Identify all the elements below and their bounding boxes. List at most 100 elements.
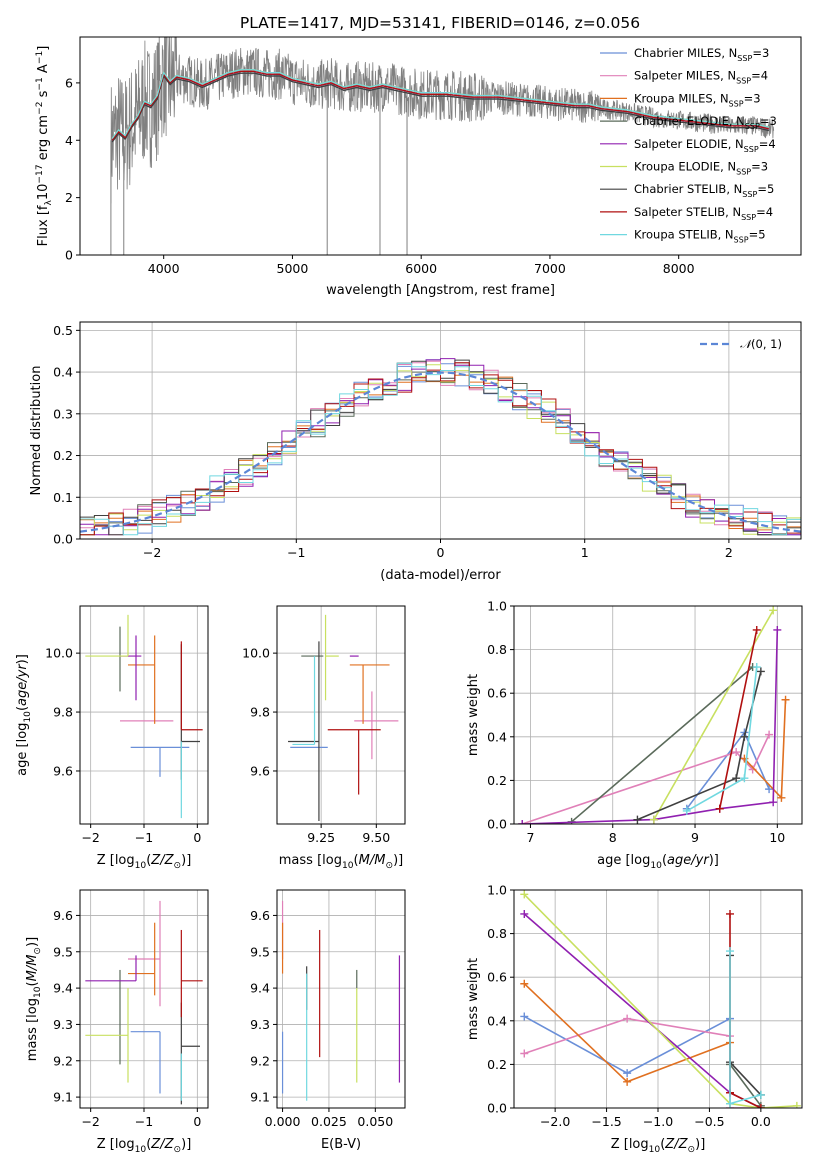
weight_vs_Z-xtick-label: −1.5 <box>591 1114 621 1129</box>
weight-point-marker <box>773 625 782 634</box>
age_vs_Z-xtick-label: 0 <box>193 830 201 845</box>
weight-point-marker <box>520 909 529 918</box>
weight_vs_age-ytick-label: 0.0 <box>487 817 507 832</box>
residual_hist-xtick-label: 2 <box>725 545 733 560</box>
weight_vs_Z-ylabel: mass weight <box>466 958 481 1040</box>
age_vs_mass-frame <box>276 605 406 825</box>
residual_hist-ytick-label: 0.3 <box>53 406 73 421</box>
weight_vs_Z-ytick-label: 0.0 <box>487 1101 507 1116</box>
weight-point-marker <box>740 732 749 741</box>
hist-ylabel: Normed distribution <box>29 366 44 496</box>
residual_hist-xtick-label: −2 <box>143 545 161 560</box>
spectrum-xtick-label: 8000 <box>663 261 695 276</box>
mass_vs_Z-ytick-label: 9.3 <box>53 1017 73 1032</box>
mass_vs_Z-ylabel: mass [log10(M/M⊙)] <box>25 937 43 1061</box>
hist-frame <box>79 321 802 540</box>
weight-point-marker <box>623 1069 632 1078</box>
age_vs_Z-frame <box>79 605 209 825</box>
weight_vs_age-xlabel: age [log10(age/yr)] <box>597 853 719 871</box>
weight-series-line <box>522 629 779 824</box>
weight_vs_Z-ytick-label: 1.0 <box>487 883 507 898</box>
weight-point-marker <box>752 663 761 672</box>
weight_vs_age-xtick-label: 9 <box>691 830 699 845</box>
weight-point-marker <box>765 730 774 739</box>
weight_vs_Z-xtick-label: −2.0 <box>540 1114 570 1129</box>
weight-point-marker <box>777 793 786 802</box>
spectrum-axes: 4000 5000 6000 7000 8000 0 2 4 6 <box>65 75 695 276</box>
spectrum-xlabel: wavelength [Angstrom, rest frame] <box>326 283 555 298</box>
mass_vs_Z-xlabel: Z [log10(Z/Z⊙)] <box>97 1137 192 1155</box>
weight_vs_age-xtick-label: 10 <box>769 830 785 845</box>
age_vs_mass-ytick-label: 9.8 <box>250 705 270 720</box>
weight_vs_Z-xtick-label: 0.0 <box>751 1114 771 1129</box>
weight_vs_Z-frame <box>513 889 803 1109</box>
weight_vs_age-ytick-label: 1.0 <box>487 599 507 614</box>
mass_vs_Z-ytick-label: 9.5 <box>53 944 73 959</box>
figure-title: PLATE=1417, MJD=53141, FIBERID=0146, z=0… <box>240 14 640 32</box>
weight-series-line <box>524 1017 761 1108</box>
mass_vs_Z-ytick-label: 9.1 <box>53 1090 73 1105</box>
mass_vs_ebv-ytick-label: 9.3 <box>250 1017 270 1032</box>
weight-point-marker <box>520 890 529 899</box>
age_vs_Z-ytick-label: 9.6 <box>53 763 73 778</box>
weight-point-marker <box>715 804 724 813</box>
spectrum-frame <box>79 36 802 256</box>
weight_vs_age-ytick-label: 0.6 <box>487 686 507 701</box>
residual_hist-ytick-label: 0.2 <box>53 448 73 463</box>
hist-xlabel: (data-model)/error <box>380 568 501 583</box>
normal-reference-curve <box>80 371 801 533</box>
legend-entry: Salpeter ELODIE, NSSP=4 <box>634 137 776 154</box>
spectrum-traces <box>110 37 775 255</box>
histogram-step-line <box>80 362 801 536</box>
weight-point-marker <box>623 1014 632 1023</box>
weight_vs_Z-axes: −2.0 −1.5 −1.0 −0.5 0.0 0.0 0.2 0.4 0.6 0.8 1.0 <box>487 883 802 1129</box>
observed-spectrum-line <box>110 37 775 204</box>
spectrum-ytick-label: 4 <box>65 133 73 148</box>
weight-series-line <box>718 629 758 809</box>
mass_vs_Z-xtick-label: −2 <box>81 1114 99 1129</box>
legend-entry: Salpeter STELIB, NSSP=4 <box>634 205 773 222</box>
mass_vs_Z-frame <box>79 889 209 1109</box>
weight-point-marker <box>769 798 778 807</box>
age_vs_mass-xlabel: mass [log10(M/M⊙)] <box>279 853 403 871</box>
weight_vs_Z-xlabel: Z [log10(Z/Z⊙)] <box>611 1137 706 1155</box>
weight-series-line <box>637 671 762 821</box>
weight_vs_age-marks <box>518 606 790 824</box>
legend-entry: Kroupa ELODIE, NSSP=3 <box>634 160 768 177</box>
weight-point-marker <box>520 979 529 988</box>
residual_hist-ytick-label: 0.1 <box>53 490 73 505</box>
weight-point-marker <box>726 947 734 956</box>
weight-point-marker <box>726 1099 734 1108</box>
weight_vs_age-frame <box>513 605 803 825</box>
mass_vs_ebv-ytick-label: 9.5 <box>250 944 270 959</box>
weight_vs_age-ytick-label: 0.4 <box>487 729 507 744</box>
weight-series-line <box>729 951 762 1105</box>
weight_vs_age-xtick-label: 8 <box>609 830 617 845</box>
weight-point-marker <box>633 815 642 824</box>
mass_vs_Z-xtick-label: 0 <box>193 1114 201 1129</box>
age_vs_mass-ytick-label: 10.0 <box>242 646 270 661</box>
weight-series-line <box>523 893 797 1108</box>
weight-point-marker <box>732 774 741 783</box>
spectrum-ytick-label: 2 <box>65 190 73 205</box>
age_vs_Z-xlabel: Z [log10(Z/Z⊙)] <box>97 853 192 871</box>
age_vs_mass-xtick-label: 9.50 <box>362 830 390 845</box>
spectrum-ytick-label: 0 <box>65 248 73 263</box>
weight_vs_Z-xtick-label: −1.0 <box>643 1114 673 1129</box>
weight-point-marker <box>520 1012 529 1021</box>
weight-point-marker <box>792 1101 801 1108</box>
weight-point-marker <box>756 1104 765 1108</box>
legend-entry: Chabrier MILES, NSSP=3 <box>634 46 769 63</box>
weight_vs_age-xtick-label: 7 <box>526 830 534 845</box>
weight-series-line <box>523 913 762 1108</box>
hist-traces <box>80 358 801 536</box>
mass_vs_ebv-xtick-label: 0.000 <box>265 1114 301 1129</box>
spectrum-xtick-label: 7000 <box>534 261 566 276</box>
age_vs_Z-xtick-label: −1 <box>135 830 153 845</box>
weight-point-marker <box>726 909 734 918</box>
mass_vs_Z-ytick-label: 9.2 <box>53 1053 73 1068</box>
mass_vs_ebv-ytick-label: 9.1 <box>250 1090 270 1105</box>
spectrum-ytick-label: 6 <box>65 75 73 90</box>
weight-series-line <box>729 1063 762 1107</box>
residual_hist-ytick-label: 0.4 <box>53 365 73 380</box>
